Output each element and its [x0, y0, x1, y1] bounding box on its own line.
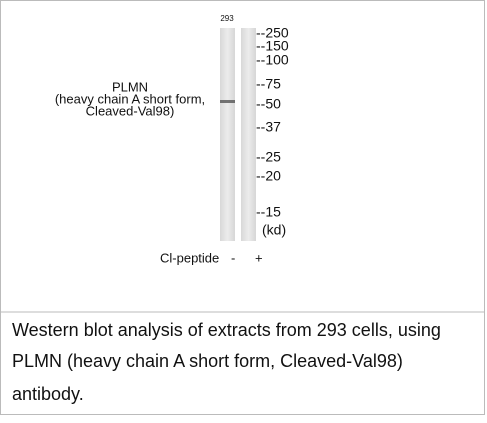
- marker-label: --150: [256, 38, 289, 54]
- caption-line: PLMN (heavy chain A short form, Cleaved-…: [12, 351, 403, 371]
- caption-line: Western blot analysis of extracts from 2…: [12, 320, 441, 340]
- band: [220, 100, 235, 103]
- lane-label: 293: [220, 14, 234, 23]
- peptide-lanes: - +: [231, 250, 263, 265]
- marker-label: --250: [256, 25, 289, 41]
- marker-label: --20: [256, 168, 281, 184]
- peptide-label: Cl-peptide: [160, 250, 219, 265]
- lane-1: [220, 28, 235, 241]
- markers: --250--150--100 --75 --50 --37 --25 --20 --15: [256, 25, 289, 220]
- marker-label: --100: [256, 52, 289, 68]
- protein-label-line: Cleaved-Val98): [86, 103, 175, 118]
- marker-label: --50: [256, 96, 281, 112]
- unit-label: (kd): [262, 222, 286, 238]
- marker-label: --15: [256, 204, 281, 220]
- peptide-sign: +: [255, 250, 263, 265]
- caption: Western blot analysis of extracts from 2…: [12, 320, 441, 404]
- protein-label-line: PLMN: [112, 79, 148, 94]
- protein-label-line: (heavy chain A short form,: [55, 91, 205, 106]
- protein-label: PLMN(heavy chain A short form,Cleaved-Va…: [55, 79, 205, 118]
- marker-label: --75: [256, 76, 281, 92]
- marker-label: --25: [256, 149, 281, 165]
- peptide-sign: -: [231, 250, 235, 265]
- caption-line: antibody.: [12, 384, 84, 404]
- marker-label: --37: [256, 119, 281, 135]
- lane-2: [241, 28, 256, 241]
